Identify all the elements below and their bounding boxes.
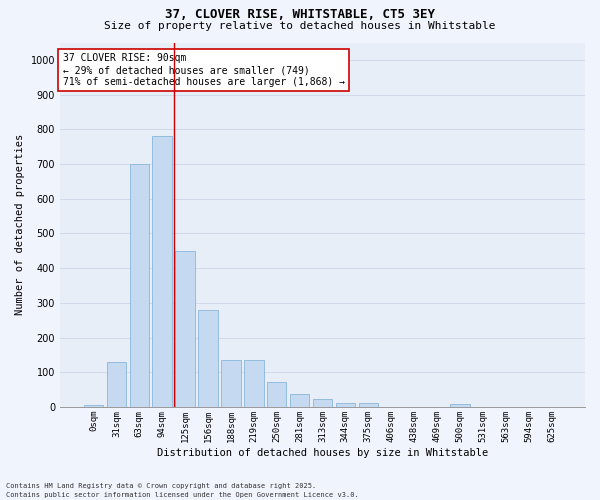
Bar — [198, 310, 218, 407]
Bar — [313, 400, 332, 407]
Bar — [84, 405, 103, 407]
Bar — [152, 136, 172, 407]
Bar — [267, 382, 286, 407]
Text: 37 CLOVER RISE: 90sqm
← 29% of detached houses are smaller (749)
71% of semi-det: 37 CLOVER RISE: 90sqm ← 29% of detached … — [62, 54, 344, 86]
Text: Size of property relative to detached houses in Whitstable: Size of property relative to detached ho… — [104, 21, 496, 31]
Bar — [107, 362, 126, 407]
Bar — [450, 404, 470, 407]
Bar — [290, 394, 309, 407]
Bar — [175, 250, 195, 407]
Bar — [359, 404, 378, 407]
Bar — [335, 404, 355, 407]
Y-axis label: Number of detached properties: Number of detached properties — [15, 134, 25, 316]
Bar — [130, 164, 149, 407]
Text: 37, CLOVER RISE, WHITSTABLE, CT5 3EY: 37, CLOVER RISE, WHITSTABLE, CT5 3EY — [165, 8, 435, 20]
Text: Contains HM Land Registry data © Crown copyright and database right 2025.: Contains HM Land Registry data © Crown c… — [6, 483, 316, 489]
Text: Contains public sector information licensed under the Open Government Licence v3: Contains public sector information licen… — [6, 492, 359, 498]
Bar — [244, 360, 263, 407]
Bar — [221, 360, 241, 407]
X-axis label: Distribution of detached houses by size in Whitstable: Distribution of detached houses by size … — [157, 448, 488, 458]
